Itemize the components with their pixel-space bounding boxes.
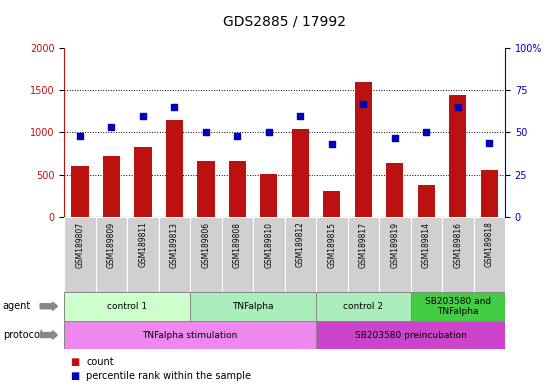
Bar [348,217,379,294]
Bar [190,292,316,321]
Text: GSM189810: GSM189810 [264,222,273,268]
Bar [316,217,348,294]
Point [75,133,84,139]
Point [201,129,210,136]
Text: GSM189808: GSM189808 [233,222,242,268]
Bar [103,156,120,217]
Bar [64,217,95,294]
Point [170,104,179,110]
Bar [64,321,316,349]
Text: protocol: protocol [3,330,42,340]
Text: GSM189813: GSM189813 [170,222,179,268]
Point [107,124,116,131]
Bar [127,217,158,294]
Text: GSM189812: GSM189812 [296,222,305,267]
Text: GSM189811: GSM189811 [138,222,147,267]
Bar [411,217,442,294]
Bar [316,292,411,321]
Text: count: count [86,357,114,367]
Bar [95,217,127,294]
Bar [64,292,190,321]
Text: GSM189809: GSM189809 [107,222,116,268]
Point [390,134,399,141]
Bar [417,185,435,217]
Bar [134,147,152,217]
Bar [71,166,89,217]
Point [485,139,494,146]
Point [138,113,147,119]
Bar [260,174,277,217]
Text: ■: ■ [70,371,79,381]
Text: GDS2885 / 17992: GDS2885 / 17992 [223,14,346,28]
Text: TNFalpha stimulation: TNFalpha stimulation [142,331,238,339]
Bar [480,170,498,217]
Bar [449,95,466,217]
Text: SB203580 preincubation: SB203580 preincubation [354,331,466,339]
Text: agent: agent [3,301,31,311]
Bar [222,217,253,294]
Text: GSM189806: GSM189806 [201,222,210,268]
Point [296,113,305,119]
Text: GSM189814: GSM189814 [422,222,431,268]
Bar [158,217,190,294]
Text: control 2: control 2 [343,302,383,311]
Point [453,104,462,110]
Text: TNFalpha: TNFalpha [232,302,274,311]
Text: GSM189817: GSM189817 [359,222,368,268]
Text: GSM189807: GSM189807 [75,222,84,268]
Text: GSM189819: GSM189819 [390,222,400,268]
Bar [442,217,474,294]
Bar [166,120,183,217]
Bar [197,161,214,217]
Point [264,129,273,136]
Bar [190,217,222,294]
Point [233,133,242,139]
Bar [379,217,411,294]
Text: ■: ■ [70,357,79,367]
Bar [292,129,309,217]
Bar [285,217,316,294]
Point [422,129,431,136]
Text: GSM189818: GSM189818 [485,222,494,267]
Text: SB203580 and
TNFalpha: SB203580 and TNFalpha [425,296,491,316]
Bar [411,292,505,321]
Bar [323,191,340,217]
Text: GSM189815: GSM189815 [328,222,336,268]
Bar [316,321,505,349]
Bar [253,217,285,294]
Bar [355,82,372,217]
Text: percentile rank within the sample: percentile rank within the sample [86,371,252,381]
Bar [474,217,505,294]
Point [359,101,368,107]
Point [328,141,336,147]
Bar [229,161,246,217]
Bar [386,163,403,217]
Text: GSM189816: GSM189816 [453,222,462,268]
Text: control 1: control 1 [107,302,147,311]
